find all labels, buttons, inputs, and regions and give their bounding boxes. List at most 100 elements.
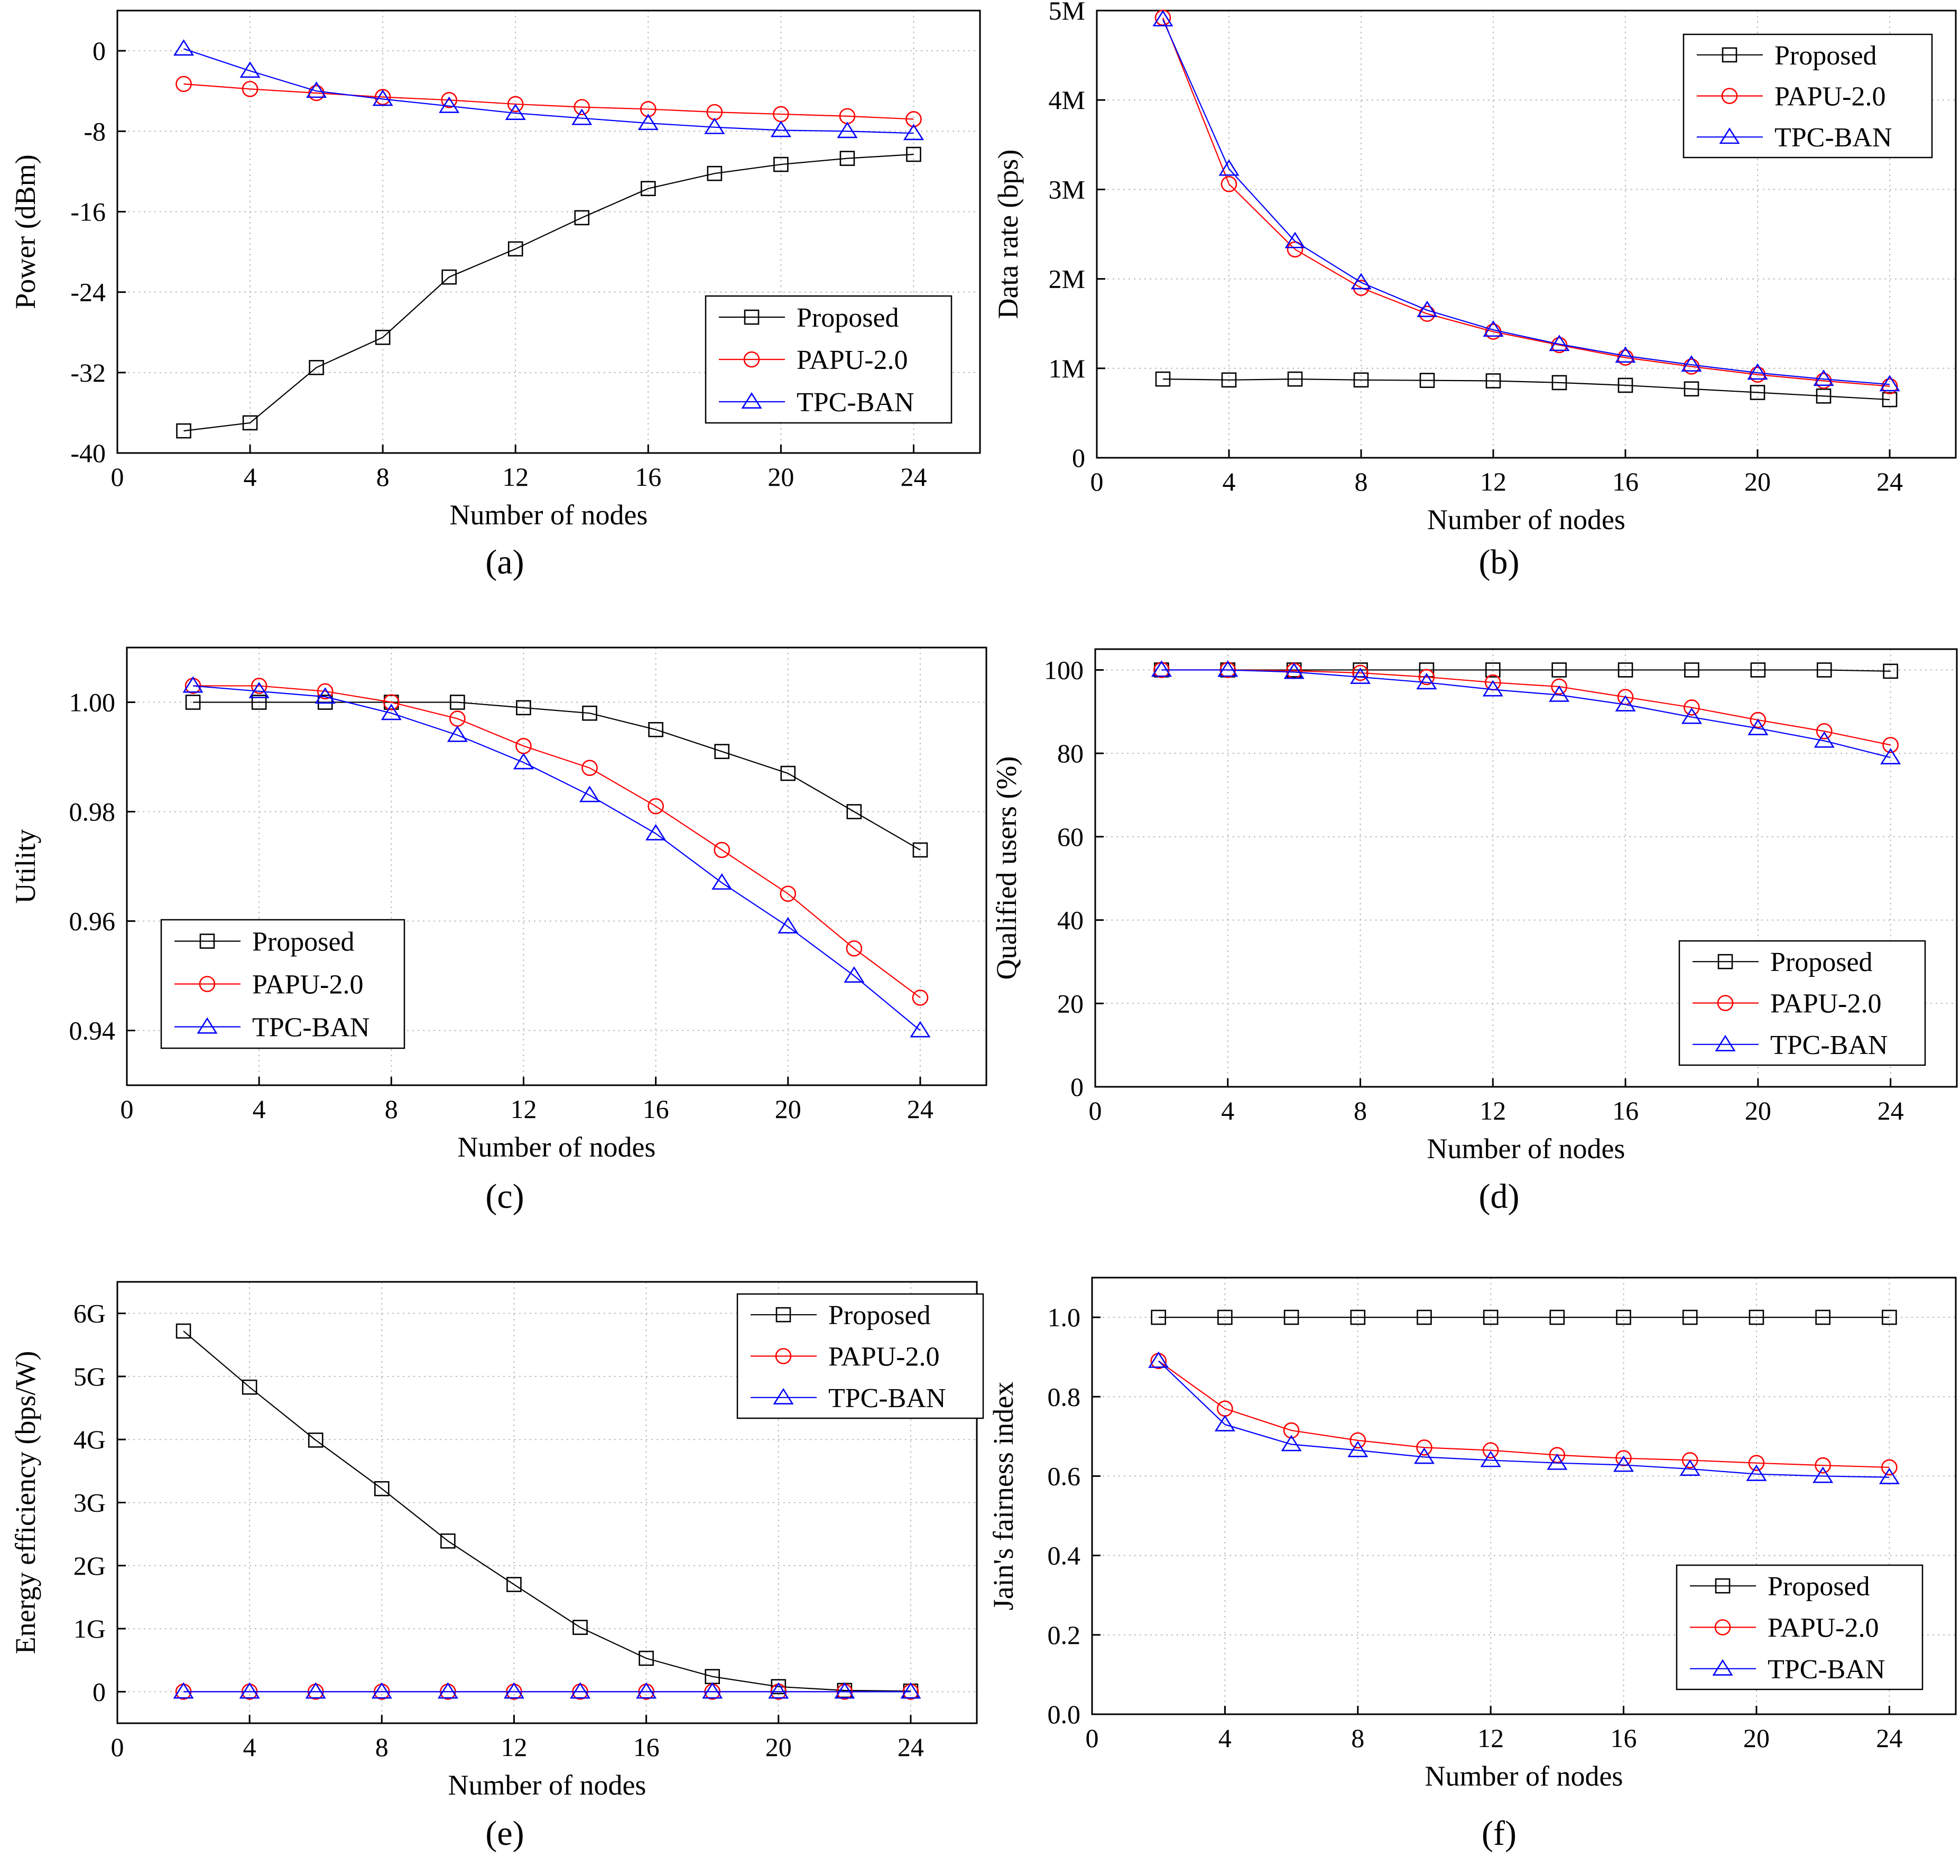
y-tick-label: 0.4 (1048, 1541, 1081, 1570)
legend-marker (1722, 47, 1737, 63)
data-point (640, 101, 657, 117)
x-tick-label: 0 (1090, 467, 1104, 496)
data-point (1750, 385, 1765, 400)
data-point (251, 678, 267, 694)
x-tick-label: 4 (1223, 467, 1236, 496)
panel-a: 0 4 8 12 16 20 24 0 -8 -16 -24 -32 -40 Number of node… (10, 10, 981, 581)
data-point (1551, 662, 1567, 678)
data-point (1549, 335, 1570, 352)
x-tick-label: 24 (1878, 1096, 1904, 1125)
data-point (1413, 1447, 1435, 1464)
data-point (306, 81, 327, 98)
data-point (768, 1682, 789, 1699)
data-point (641, 181, 656, 197)
data-point (439, 96, 460, 113)
x-tick-label: 8 (376, 462, 390, 492)
data-point (1684, 381, 1699, 397)
legend-marker (743, 351, 760, 368)
x-axis-label: Number of nodes (448, 1769, 646, 1801)
data-point (1879, 375, 1900, 392)
y-tick-label: 60 (1057, 822, 1084, 852)
data-point (1551, 375, 1567, 391)
data-point (711, 873, 733, 890)
y-tick-label: 3M (1049, 174, 1085, 204)
legend-label: TPC-BAN (1770, 1030, 1888, 1060)
legend-label: Proposed (1774, 41, 1877, 71)
data-point (505, 103, 526, 121)
legend-label: PAPU-2.0 (1768, 1613, 1879, 1643)
y-axis-label: Energy efficiency (bps/W) (10, 1351, 41, 1655)
data-point (1155, 371, 1171, 387)
series-line-2 (1161, 669, 1891, 759)
y-tick-label: 1G (73, 1614, 106, 1643)
data-point (1816, 662, 1832, 678)
data-point (507, 96, 524, 113)
y-tick-label: 3G (73, 1488, 106, 1518)
data-point (1746, 1464, 1767, 1481)
data-point (636, 1682, 657, 1699)
series-line-1 (1161, 669, 1891, 746)
data-point (239, 1682, 260, 1699)
data-point (1349, 1432, 1366, 1449)
panel-d: 0 4 8 12 16 20 24 0 20 40 60 80 100 Number of nodes Qu… (991, 648, 1958, 1216)
legend-label: Proposed (797, 303, 899, 333)
data-point (1815, 373, 1832, 389)
data-point (1547, 1453, 1568, 1470)
data-point (1881, 1459, 1898, 1476)
data-point (572, 1620, 588, 1635)
data-point (1284, 232, 1306, 248)
data-point (1152, 10, 1173, 26)
data-point (1353, 372, 1369, 388)
y-tick-label: 0 (93, 1677, 106, 1706)
data-point (374, 1481, 390, 1496)
data-point (834, 1682, 855, 1699)
data-point (1281, 1435, 1302, 1452)
data-point (317, 695, 333, 710)
data-point (570, 1682, 591, 1699)
x-tick-label: 12 (1480, 467, 1506, 496)
series-line-2 (1158, 1360, 1890, 1478)
data-point (503, 1682, 524, 1699)
data-point (645, 824, 667, 840)
data-point (780, 765, 796, 781)
data-point (506, 1577, 522, 1592)
x-tick-label: 4 (1218, 1723, 1232, 1753)
data-point (315, 687, 336, 704)
x-tick-label: 20 (768, 462, 794, 492)
x-tick-label: 16 (1611, 1723, 1637, 1753)
data-point (440, 1533, 456, 1549)
y-tick-label: 5M (1049, 0, 1085, 25)
x-axis-label: Number of nodes (450, 499, 648, 531)
legend-label: PAPU-2.0 (797, 345, 908, 375)
series-line-0 (1161, 669, 1891, 672)
y-axis-label: Utility (10, 829, 41, 903)
data-point (372, 89, 393, 106)
x-tick-label: 24 (898, 1732, 924, 1762)
legend-marker (1717, 995, 1734, 1011)
data-point (637, 114, 659, 131)
data-point (1151, 660, 1172, 677)
legend-label: TPC-BAN (797, 387, 914, 418)
data-point (1482, 680, 1503, 697)
x-tick-label: 16 (633, 1732, 660, 1762)
plot-frame (1094, 648, 1958, 1088)
y-tick-label: 1.00 (69, 688, 116, 717)
y-tick-label: 100 (1044, 655, 1084, 685)
data-point (1617, 377, 1633, 393)
data-point (1217, 1309, 1233, 1325)
legend-label: Proposed (828, 1300, 931, 1330)
data-point (375, 329, 391, 345)
data-point (1882, 737, 1899, 753)
series-line-0 (1162, 378, 1890, 401)
y-tick-label: 6G (73, 1299, 106, 1328)
y-tick-label: 0.96 (69, 907, 116, 936)
data-point (1480, 1450, 1501, 1467)
series-line-0 (183, 153, 914, 432)
x-axis-label: Number of nodes (1425, 1760, 1623, 1792)
data-point (242, 81, 258, 97)
data-point (441, 269, 457, 285)
data-point (1350, 667, 1371, 684)
legend-marker (197, 1017, 218, 1034)
series-line-1 (183, 83, 914, 120)
